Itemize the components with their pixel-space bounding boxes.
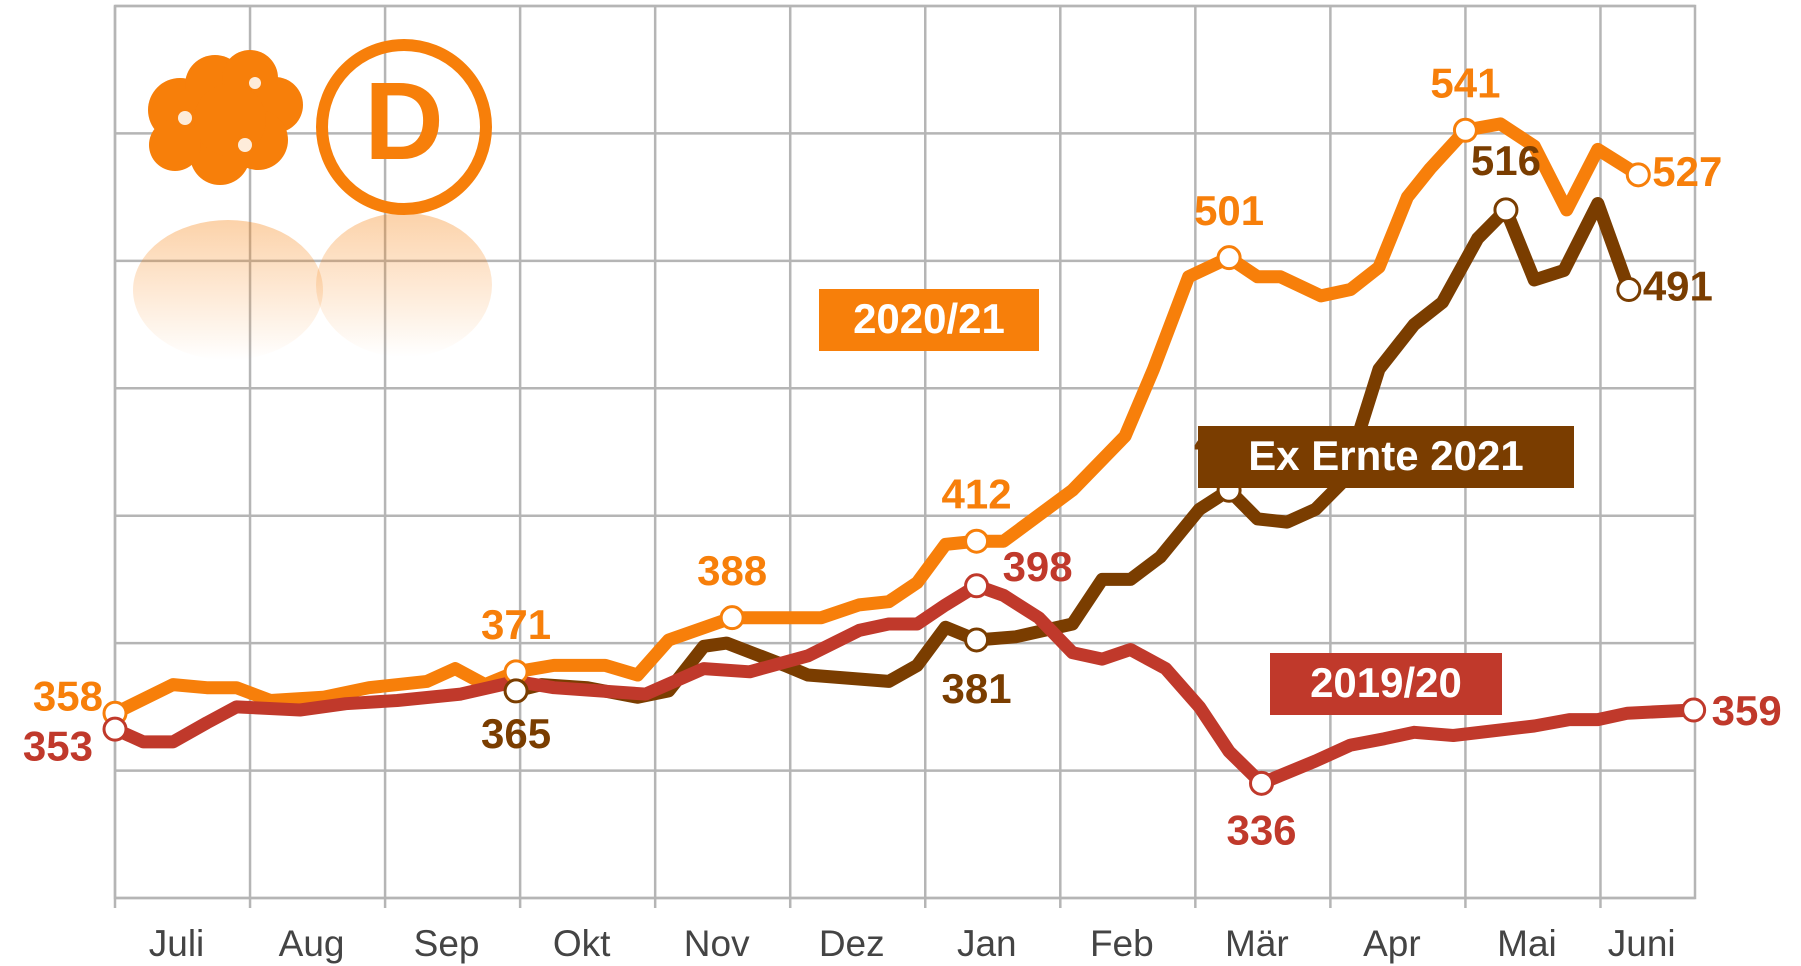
value-label: 336 [1226,806,1296,853]
x-tick-label: Apr [1363,923,1421,964]
x-tick-label: Dez [819,923,885,964]
x-tick-label: Juli [149,923,205,964]
point-marker [1493,197,1519,223]
series-tag-box [1270,653,1502,715]
series-tag: Ex Ernte 2021 [1248,432,1524,479]
markers: 3583713884125015415272020/21365381428516… [23,59,1782,853]
point-marker [1452,117,1478,143]
x-tick-label: Jan [957,923,1017,964]
point-marker [102,716,128,742]
point-marker [1625,162,1651,188]
point-marker [719,605,745,631]
x-tick-label: Mär [1225,923,1289,964]
point-marker [1249,770,1275,796]
grid: Juli Aug Sep Okt Nov Dez Jan Feb Mär Apr Mai Juni [113,4,1697,964]
value-label: 359 [1712,687,1782,734]
logo-letter: D [364,60,443,183]
logo: D [133,39,492,360]
point-marker [1616,277,1642,303]
point-marker [503,678,529,704]
x-tick-label: Aug [279,923,345,964]
value-label: 371 [481,601,551,648]
point-marker [1216,245,1242,271]
value-label: 381 [942,665,1012,712]
value-label: 412 [942,470,1012,517]
value-label: 358 [33,672,103,719]
series-line [108,117,1645,720]
point-marker [1681,697,1707,723]
x-tick-label: Feb [1090,923,1154,964]
value-label: 541 [1430,59,1500,106]
series-tag-box [819,289,1039,351]
value-label: 365 [481,710,551,757]
series-line [509,197,1636,704]
value-label: 516 [1471,137,1541,184]
series-tag-box [1198,426,1574,488]
value-label: 501 [1194,187,1264,234]
value-label: 527 [1652,148,1722,195]
x-tick-label: Juni [1608,923,1676,964]
x-tick-label: Sep [414,923,480,964]
x-tick-label: Nov [684,923,750,964]
series-tag: 2020/21 [853,295,1005,342]
series-tag: 2019/20 [1310,659,1462,706]
value-label: 491 [1643,263,1713,310]
point-marker [964,528,990,554]
value-label: 388 [697,547,767,594]
x-tick-label: Okt [553,923,611,964]
value-label: 398 [1003,543,1073,590]
value-label: 353 [23,722,93,769]
x-tick-label: Mai [1497,923,1557,964]
point-marker [964,627,990,653]
point-marker [964,573,990,599]
